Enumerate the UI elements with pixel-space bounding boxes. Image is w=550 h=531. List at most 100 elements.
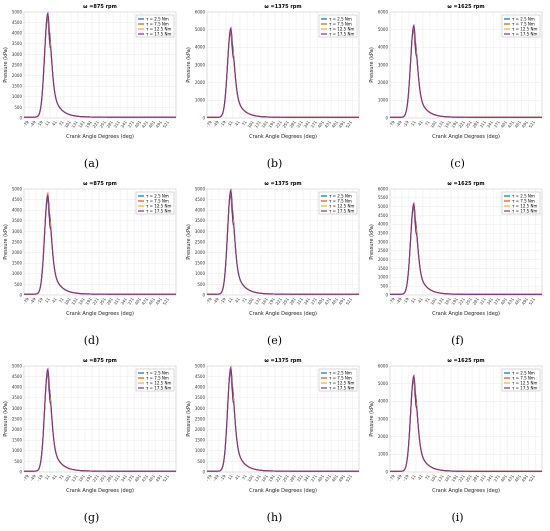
x-axis-label: Crank Angle Degrees (deg): [432, 311, 500, 317]
legend-label: τ = 17.5 Nm: [146, 385, 171, 390]
y-tick-label: 4000: [378, 45, 389, 50]
x-tick-label: 41: [417, 296, 424, 303]
x-tick-label: -49: [29, 119, 37, 128]
chart-panel: 0 1000 2000 3000 4000 5000 6000 -79 -49 -19 11 41 71…: [366, 0, 549, 177]
y-tick-label: 2000: [195, 80, 206, 85]
x-tick-label: 221: [457, 296, 466, 305]
x-tick-label: 491: [521, 119, 530, 128]
x-tick-label: 161: [77, 473, 86, 482]
x-tick-label: 71: [241, 473, 248, 480]
x-tick-label: -49: [29, 296, 37, 305]
y-tick-label: 3500: [12, 41, 23, 46]
x-tick-label: -49: [29, 473, 37, 482]
y-tick-label: 3000: [12, 52, 23, 57]
chart-title: ω =875 rpm: [83, 4, 117, 10]
x-tick-label: 71: [58, 296, 65, 303]
x-tick-label: 491: [338, 119, 347, 128]
y-tick-label: 4500: [12, 374, 23, 379]
y-tick-label: 2000: [12, 73, 23, 78]
y-tick-label: 0: [202, 292, 205, 297]
x-tick-label: 341: [485, 473, 494, 482]
x-tick-label: 71: [424, 119, 431, 126]
chart-svg: 0 500 1000 1500 2000 2500 3000 3500 4000 4500 5000…: [369, 181, 543, 317]
x-tick-label: 431: [141, 296, 150, 305]
x-axis-label: Crank Angle Degrees (deg): [432, 488, 500, 494]
subfigure-caption: (h): [266, 511, 283, 524]
x-tick-label: -49: [395, 296, 403, 305]
x-tick-label: -19: [402, 296, 410, 305]
x-tick-label: 251: [98, 119, 107, 128]
y-tick-label: 1000: [378, 275, 389, 280]
x-tick-label: 191: [267, 296, 276, 305]
series-line: [24, 367, 176, 472]
y-tick-label: 3500: [195, 218, 206, 223]
y-tick-label: 2500: [195, 239, 206, 244]
x-tick-label: 341: [302, 119, 311, 128]
x-tick-label: 521: [528, 296, 537, 305]
legend-label: τ = 17.5 Nm: [512, 385, 537, 390]
chart-title: ω =1625 rpm: [447, 181, 484, 187]
chart-svg: 0 500 1000 1500 2000 2500 3000 3500 4000 4500 5000…: [3, 4, 177, 140]
x-tick-label: 71: [241, 296, 248, 303]
series-line: [24, 193, 176, 295]
x-tick-label: 191: [450, 473, 459, 482]
x-tick-label: -19: [36, 473, 44, 482]
subfigure-caption: (i): [451, 511, 464, 524]
legend-label: τ = 7.5 Nm: [329, 198, 352, 203]
y-tick-label: 5000: [12, 9, 23, 14]
x-tick-label: 11: [44, 473, 51, 480]
y-tick-label: 1000: [378, 452, 389, 457]
x-tick-label: 221: [91, 473, 100, 482]
chart-panel: 0 1000 2000 3000 4000 5000 6000 -79 -49 -19 11 41 71…: [366, 354, 549, 531]
y-tick-label: 3500: [12, 395, 23, 400]
y-tick-label: 2000: [12, 427, 23, 432]
chart-title: ω =1375 rpm: [264, 181, 301, 187]
y-tick-label: 1000: [195, 448, 206, 453]
x-tick-label: -19: [36, 296, 44, 305]
x-tick-label: 71: [58, 473, 65, 480]
x-tick-label: 281: [105, 296, 114, 305]
y-tick-label: 1000: [195, 271, 206, 276]
x-tick-label: -19: [402, 473, 410, 482]
x-tick-label: 101: [246, 296, 255, 305]
y-tick-label: 0: [385, 292, 388, 297]
x-tick-label: 341: [119, 473, 128, 482]
x-tick-label: 281: [471, 296, 480, 305]
x-tick-label: -79: [388, 473, 396, 482]
x-tick-label: 341: [119, 119, 128, 128]
legend-label: τ = 7.5 Nm: [329, 21, 352, 26]
y-tick-label: 4500: [195, 197, 206, 202]
x-tick-label: 311: [478, 473, 487, 482]
legend-label: τ = 17.5 Nm: [146, 31, 171, 36]
y-tick-label: 0: [202, 115, 205, 120]
x-tick-label: 401: [133, 296, 142, 305]
subfigure-caption: (c): [450, 157, 465, 170]
x-tick-label: 311: [478, 296, 487, 305]
legend-label: τ = 2.5 Nm: [512, 193, 535, 198]
x-tick-label: 371: [309, 119, 318, 128]
x-tick-label: 461: [148, 296, 157, 305]
x-tick-label: 491: [521, 296, 530, 305]
x-tick-label: 431: [324, 473, 333, 482]
legend-box: [135, 14, 175, 38]
x-tick-label: 461: [331, 119, 340, 128]
x-tick-label: 161: [443, 473, 452, 482]
x-tick-label: 341: [302, 473, 311, 482]
chart-panel: 0 500 1000 1500 2000 2500 3000 3500 4000 4500 5000…: [0, 354, 183, 531]
y-tick-label: 2000: [12, 250, 23, 255]
x-tick-label: 41: [51, 473, 58, 480]
x-tick-label: 131: [436, 119, 445, 128]
x-tick-label: 131: [253, 296, 262, 305]
legend-label: τ = 12.5 Nm: [512, 26, 537, 31]
y-tick-label: 1500: [195, 438, 206, 443]
x-tick-label: 281: [471, 119, 480, 128]
x-tick-label: 191: [450, 296, 459, 305]
legend-label: τ = 2.5 Nm: [146, 16, 169, 21]
y-tick-label: 2000: [195, 250, 206, 255]
x-tick-label: 251: [464, 119, 473, 128]
x-tick-label: 401: [316, 296, 325, 305]
x-tick-label: 191: [450, 119, 459, 128]
y-tick-label: 1500: [195, 261, 206, 266]
x-tick-label: 41: [234, 473, 241, 480]
x-tick-label: 401: [499, 119, 508, 128]
